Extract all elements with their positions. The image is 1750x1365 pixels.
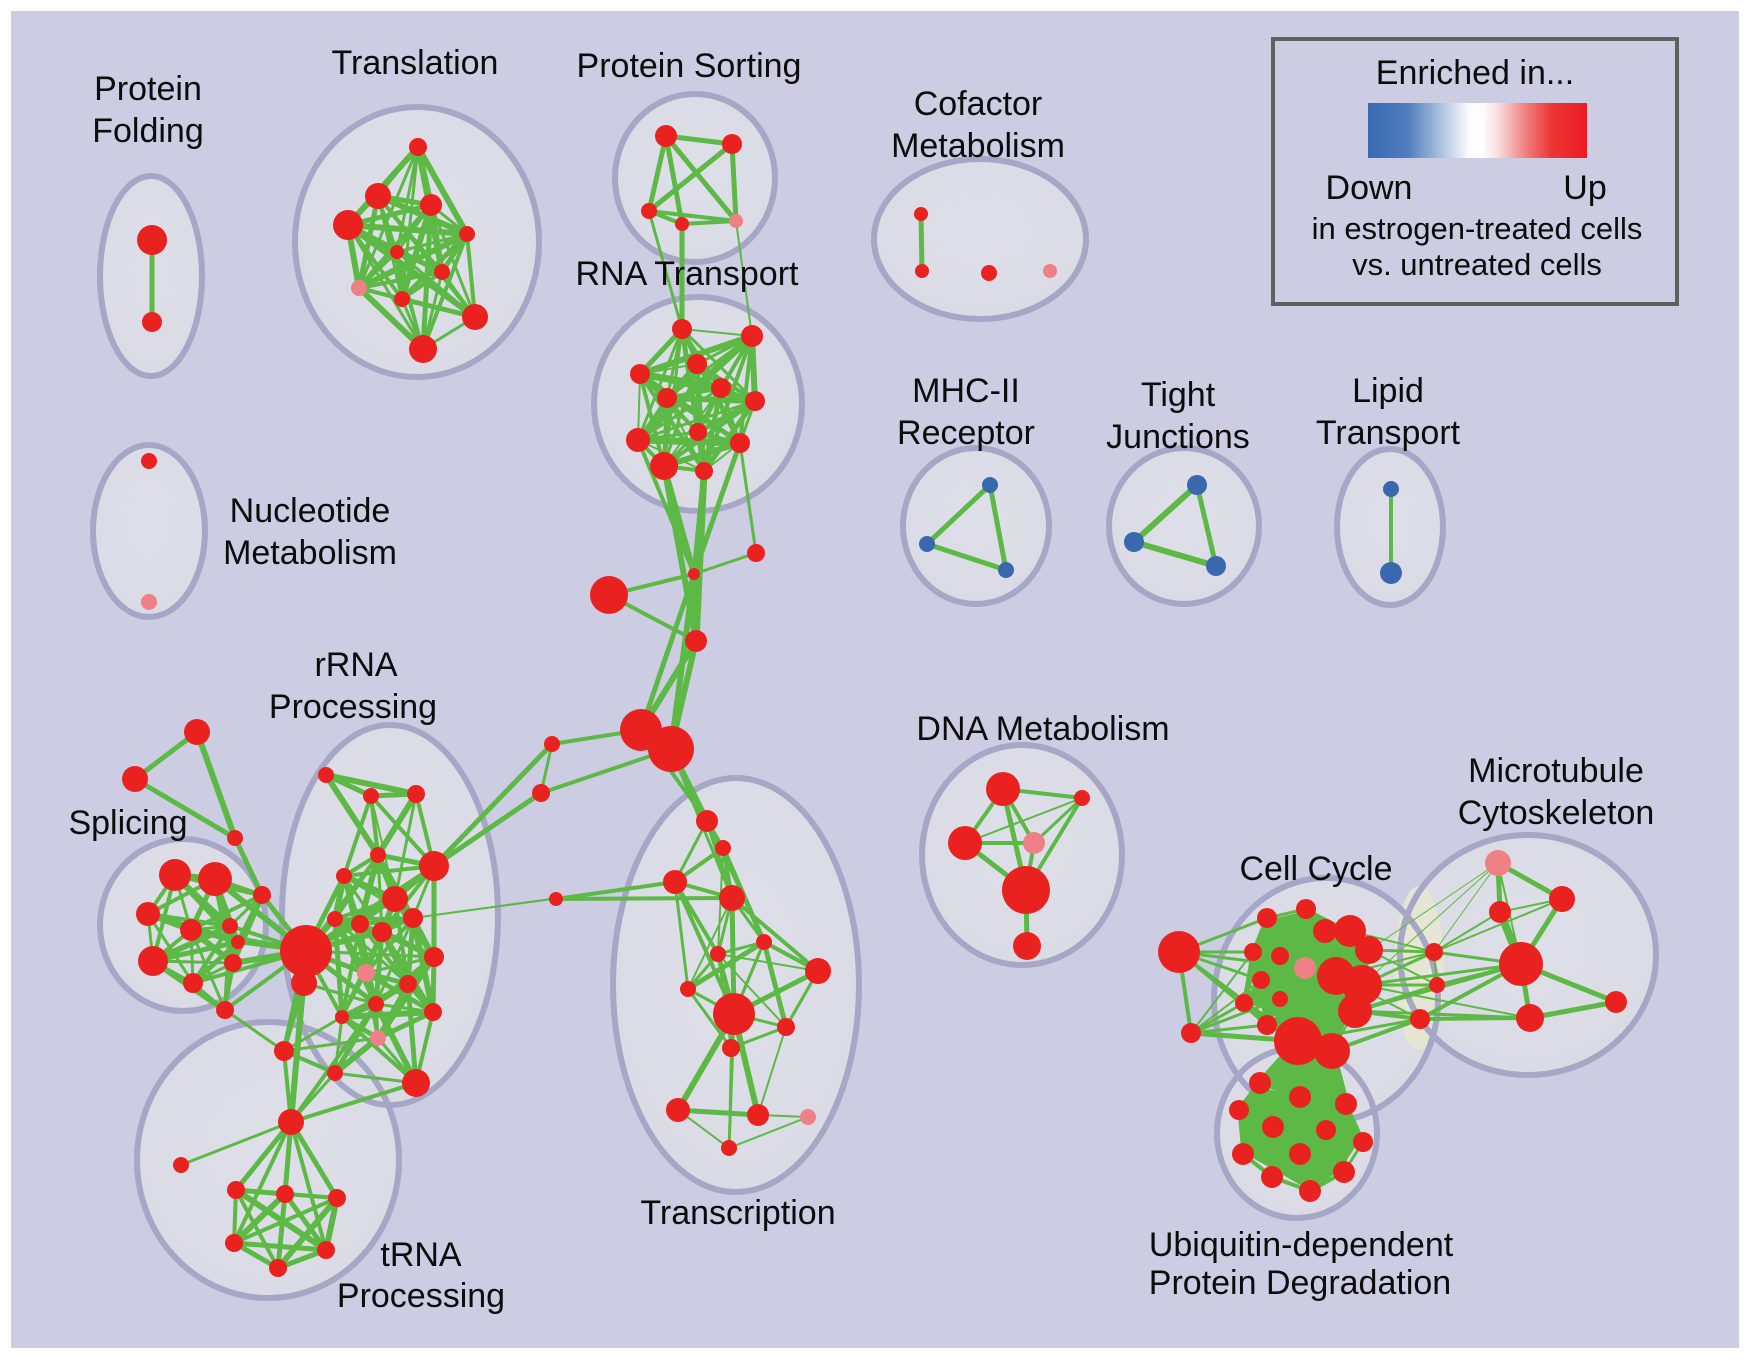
svg-text:Protein Degradation: Protein Degradation xyxy=(1149,1264,1451,1302)
svg-text:vs. untreated cells: vs. untreated cells xyxy=(1352,247,1602,282)
svg-text:Metabolism: Metabolism xyxy=(223,534,397,572)
svg-text:tRNA: tRNA xyxy=(380,1236,462,1274)
svg-text:Receptor: Receptor xyxy=(897,414,1035,452)
svg-text:Lipid: Lipid xyxy=(1352,372,1424,410)
svg-text:Enriched in...: Enriched in... xyxy=(1376,54,1574,92)
svg-text:Down: Down xyxy=(1326,169,1413,207)
svg-text:Protein: Protein xyxy=(94,70,202,108)
svg-text:Processing: Processing xyxy=(269,688,437,726)
svg-text:Translation: Translation xyxy=(332,44,499,82)
svg-text:Cytoskeleton: Cytoskeleton xyxy=(1458,794,1655,832)
svg-text:Junctions: Junctions xyxy=(1106,418,1250,456)
svg-text:Tight: Tight xyxy=(1141,376,1216,414)
svg-text:Up: Up xyxy=(1563,169,1606,207)
svg-text:Splicing: Splicing xyxy=(68,804,187,842)
svg-text:MHC-II: MHC-II xyxy=(912,372,1020,410)
svg-text:rRNA: rRNA xyxy=(314,646,397,684)
svg-text:Cell Cycle: Cell Cycle xyxy=(1239,850,1392,888)
svg-text:RNA Transport: RNA Transport xyxy=(576,255,800,293)
svg-text:Metabolism: Metabolism xyxy=(891,127,1065,165)
svg-text:Transcription: Transcription xyxy=(640,1194,835,1232)
svg-text:DNA Metabolism: DNA Metabolism xyxy=(916,710,1169,748)
svg-text:Cofactor: Cofactor xyxy=(914,85,1043,123)
svg-text:Processing: Processing xyxy=(337,1277,505,1315)
svg-text:Protein Sorting: Protein Sorting xyxy=(577,47,802,85)
svg-text:Nucleotide: Nucleotide xyxy=(230,492,391,530)
svg-text:Transport: Transport xyxy=(1316,414,1461,452)
svg-text:Microtubule: Microtubule xyxy=(1468,752,1644,790)
svg-text:in estrogen-treated cells: in estrogen-treated cells xyxy=(1312,211,1643,246)
svg-text:Folding: Folding xyxy=(92,112,204,150)
svg-text:Ubiquitin-dependent: Ubiquitin-dependent xyxy=(1149,1226,1454,1264)
